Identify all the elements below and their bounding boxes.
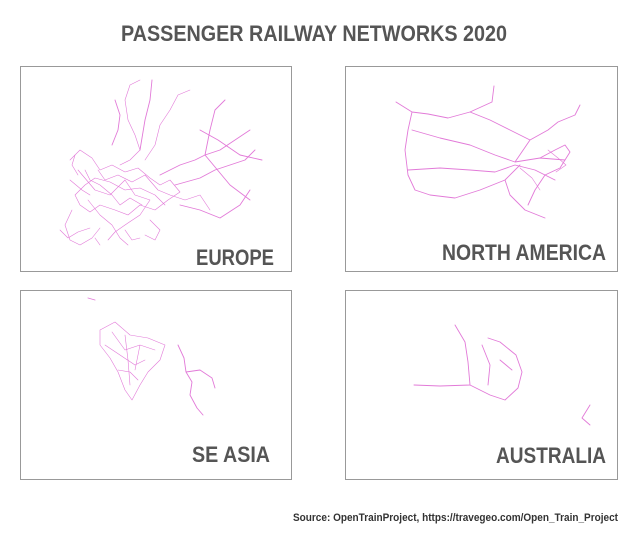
panel-label: SE ASIA (192, 442, 270, 467)
panel-label: EUROPE (196, 245, 274, 270)
rail-network (395, 85, 581, 219)
rail-network (413, 324, 591, 426)
panel-se-asia: SE ASIA (20, 290, 292, 480)
panel-label: AUSTRALIA (496, 443, 606, 468)
panel-frame (345, 290, 618, 480)
panel-label: NORTH AMERICA (442, 240, 606, 265)
panel-europe: EUROPE (20, 66, 292, 272)
rail-network (59, 79, 263, 246)
panel-frame (345, 66, 618, 272)
panel-north-america: NORTH AMERICA (345, 66, 618, 272)
title: PASSENGER RAILWAY NETWORKS 2020 (121, 21, 507, 46)
panel-australia: AUSTRALIA (345, 290, 618, 480)
panel-frame (20, 66, 292, 272)
rail-network (87, 297, 216, 416)
source-note: Source: OpenTrainProject, https://traveg… (293, 512, 618, 524)
panel-frame (20, 290, 292, 480)
